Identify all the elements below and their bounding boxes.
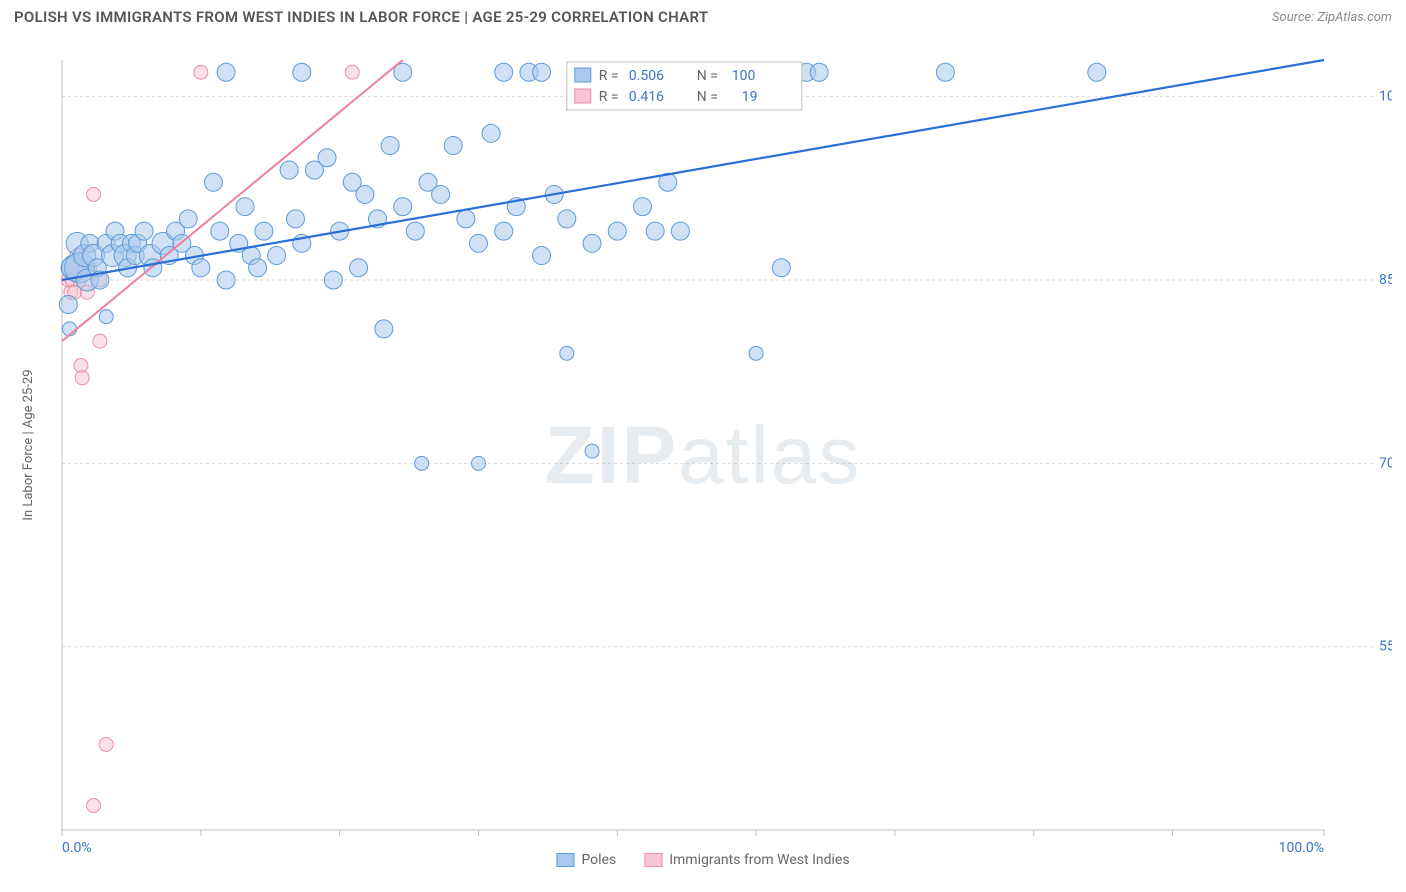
chart-title: POLISH VS IMMIGRANTS FROM WEST INDIES IN… (14, 8, 708, 26)
legend-item-westindies: Immigrants from West Indies (644, 852, 849, 868)
legend-label-a: Poles (581, 852, 616, 868)
svg-text:N =: N = (697, 89, 718, 105)
svg-text:R =: R = (599, 68, 619, 84)
scatter-chart: 55.0% 70.0% 85.0% 100.0% 0.0% 100.0% In Labor … (14, 40, 1392, 872)
svg-text:19: 19 (742, 89, 758, 105)
svg-text:70.0%: 70.0% (1379, 455, 1392, 471)
svg-text:0.416: 0.416 (629, 89, 664, 105)
legend-item-poles: Poles (556, 852, 616, 868)
svg-text:100.0%: 100.0% (1379, 89, 1392, 105)
svg-text:85.0%: 85.0% (1379, 272, 1392, 288)
svg-text:R =: R = (599, 89, 619, 105)
svg-text:N =: N = (697, 68, 718, 84)
svg-text:55.0%: 55.0% (1379, 639, 1392, 655)
svg-text:100: 100 (732, 68, 756, 84)
svg-text:0.0%: 0.0% (62, 840, 92, 856)
svg-text:0.506: 0.506 (629, 68, 664, 84)
legend-swatch-pink (644, 853, 662, 867)
svg-text:100.0%: 100.0% (1279, 840, 1324, 856)
legend-label-b: Immigrants from West Indies (669, 852, 849, 868)
source-label: Source: ZipAtlas.com (1272, 10, 1392, 25)
bottom-legend: Poles Immigrants from West Indies (556, 852, 849, 868)
legend-swatch-blue (556, 853, 574, 867)
svg-text:In Labor Force | Age 25-29: In Labor Force | Age 25-29 (21, 369, 36, 520)
chart-area: 55.0% 70.0% 85.0% 100.0% 0.0% 100.0% In Labor … (14, 40, 1392, 872)
